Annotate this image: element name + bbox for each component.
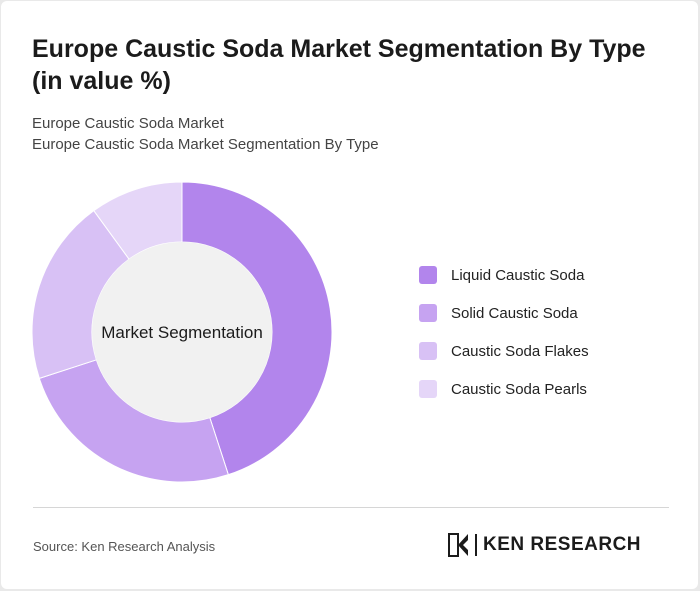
donut-slice-solid-caustic-soda[interactable] bbox=[38, 359, 229, 483]
legend-item[interactable]: Liquid Caustic Soda bbox=[419, 265, 589, 285]
chart-title: Europe Caustic Soda Market Segmentation … bbox=[32, 35, 646, 95]
legend-swatch bbox=[419, 266, 437, 284]
legend: Liquid Caustic Soda Solid Caustic Soda C… bbox=[419, 265, 589, 417]
legend-item[interactable]: Caustic Soda Flakes bbox=[419, 341, 589, 361]
legend-item[interactable]: Solid Caustic Soda bbox=[419, 303, 589, 323]
legend-swatch bbox=[419, 380, 437, 398]
footer-divider bbox=[33, 507, 669, 508]
legend-label: Liquid Caustic Soda bbox=[451, 266, 585, 284]
ken-logo-icon bbox=[448, 533, 468, 557]
legend-swatch bbox=[419, 304, 437, 322]
legend-label: Caustic Soda Pearls bbox=[451, 380, 587, 398]
brand-name: KEN RESEARCH bbox=[483, 534, 642, 555]
source-note: Source: Ken Research Analysis bbox=[33, 539, 216, 554]
chart-subtitle-secondary: Europe Caustic Soda Market Segmentation … bbox=[32, 136, 379, 153]
legend-swatch bbox=[419, 342, 437, 360]
chart-subtitle: Europe Caustic Soda Market bbox=[32, 115, 224, 132]
legend-item[interactable]: Caustic Soda Pearls bbox=[419, 379, 589, 399]
donut-slice-caustic-soda-pearls[interactable] bbox=[93, 181, 183, 260]
legend-label: Solid Caustic Soda bbox=[451, 304, 578, 322]
donut-hole bbox=[92, 242, 272, 422]
brand-logo: KEN RESEARCH bbox=[448, 532, 641, 558]
brand-separator bbox=[475, 534, 477, 556]
legend-label: Caustic Soda Flakes bbox=[451, 342, 589, 360]
donut-center-label: Market Segmentation bbox=[101, 323, 263, 342]
